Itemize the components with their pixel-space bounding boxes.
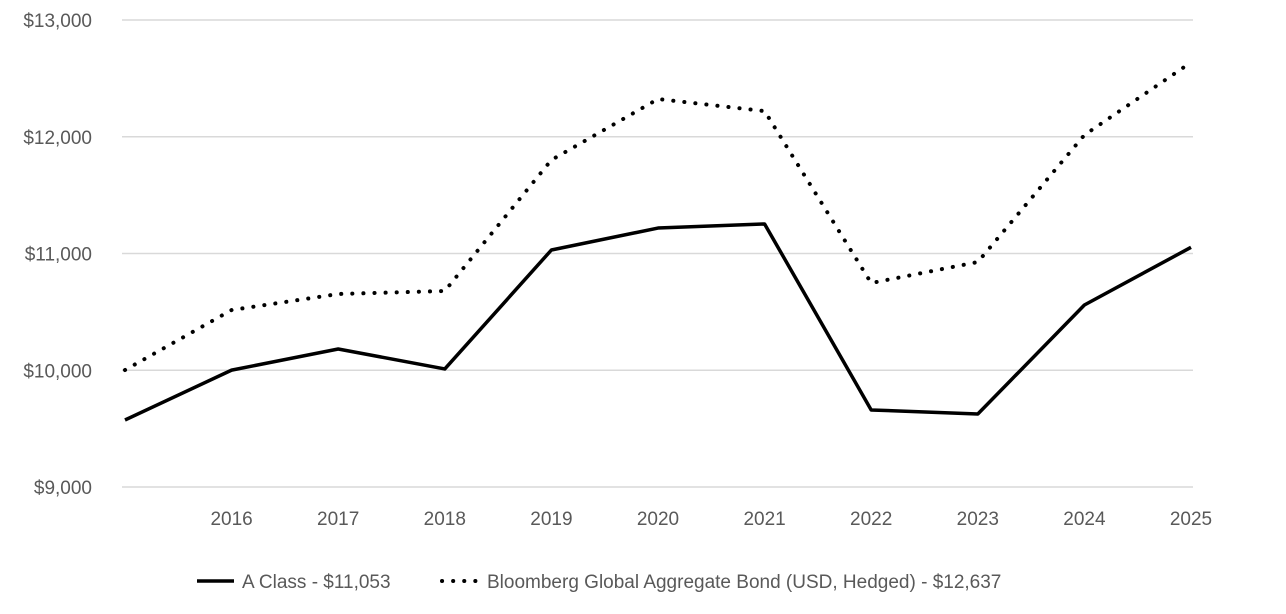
x-tick-label: 2024 bbox=[1063, 509, 1106, 530]
x-tick-label: 2018 bbox=[424, 509, 466, 530]
y-tick-label: $9,000 bbox=[34, 478, 92, 499]
x-tick-label: 2019 bbox=[530, 509, 572, 530]
y-tick-label: $11,000 bbox=[25, 245, 92, 266]
x-tick-label: 2025 bbox=[1170, 509, 1212, 530]
legend-label-a-class: A Class - $11,053 bbox=[242, 572, 391, 593]
x-tick-label: 2021 bbox=[743, 509, 785, 530]
series-lines bbox=[123, 60, 1193, 422]
x-tick-label: 2023 bbox=[957, 509, 999, 530]
y-axis-ticks: $9,000 $10,000 $11,000 $12,000 $13,000 bbox=[23, 11, 92, 499]
gridlines bbox=[122, 19, 1193, 488]
y-tick-label: $12,000 bbox=[23, 128, 92, 149]
series-line-benchmark bbox=[123, 60, 1193, 373]
legend: A Class - $11,053 Bloomberg Global Aggre… bbox=[197, 572, 1001, 593]
x-tick-label: 2017 bbox=[317, 509, 359, 530]
x-tick-label: 2016 bbox=[210, 509, 252, 530]
x-tick-label: 2022 bbox=[850, 509, 892, 530]
y-tick-label: $13,000 bbox=[23, 11, 92, 32]
series-line-a-class bbox=[124, 222, 1192, 422]
x-axis-ticks: 2016 2017 2018 2019 2020 2021 2022 2023 2024 2025 bbox=[210, 509, 1212, 530]
y-tick-label: $10,000 bbox=[23, 361, 92, 382]
x-tick-label: 2020 bbox=[637, 509, 679, 530]
legend-label-benchmark: Bloomberg Global Aggregate Bond (USD, He… bbox=[487, 572, 1001, 593]
